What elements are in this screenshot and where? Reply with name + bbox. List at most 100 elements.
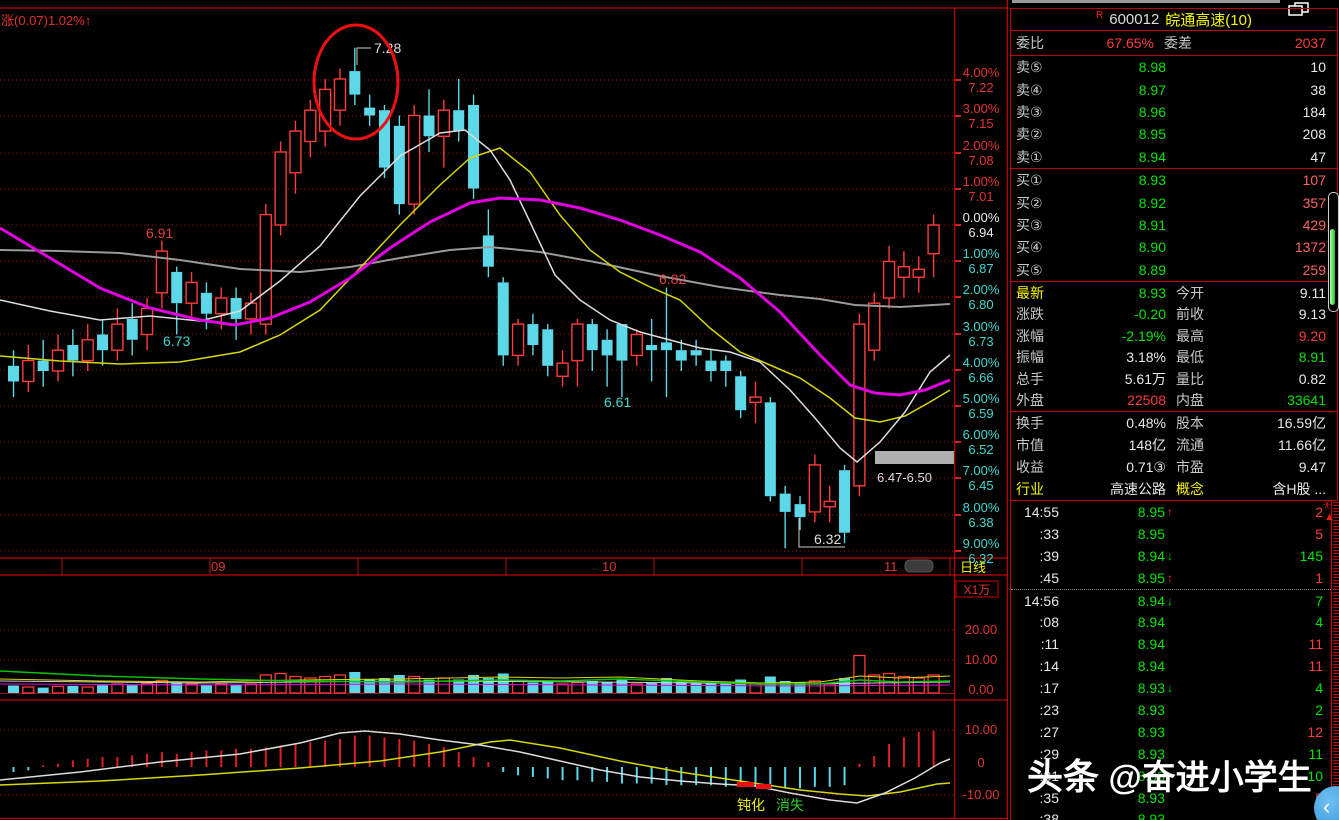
watermark-brand: 头条	[1027, 756, 1100, 797]
weicha-label: 委差	[1164, 35, 1192, 51]
order-book-row[interactable]: 卖② 8.95 208	[1011, 123, 1337, 145]
trade-tick-row[interactable]: :29 8.93 11	[1011, 743, 1331, 765]
svg-text:8.00%: 8.00%	[963, 500, 1000, 515]
panel-border	[1010, 8, 1011, 820]
svg-text:20.00: 20.00	[965, 622, 998, 637]
buy-order-book: 买① 8.93 107 买② 8.92 357 买③ 8.91 429 买④ 8…	[1011, 169, 1337, 281]
stat-row: 市值 148亿 流通 11.66亿	[1011, 434, 1337, 456]
tick-price: 8.93	[1137, 701, 1165, 718]
trade-tick-row[interactable]: 14:55 8.95 ↑ 2	[1011, 501, 1331, 523]
stat-value: 11.66亿	[1278, 437, 1326, 453]
tick-volume: 11	[1308, 658, 1323, 675]
trade-tick-row[interactable]: :23 8.93 2	[1011, 699, 1331, 721]
svg-text:3.00%: 3.00%	[963, 101, 1000, 116]
order-book-row[interactable]: 买③ 8.91 429	[1011, 214, 1337, 236]
tick-price: 8.93	[1137, 723, 1165, 740]
tick-volume: 10	[1307, 767, 1323, 784]
list-scrollbar[interactable]	[1333, 502, 1339, 820]
trade-tick-row[interactable]: :14 8.94 11	[1011, 655, 1331, 677]
stat-value: 33641	[1287, 392, 1326, 409]
trade-tick-row[interactable]: :45 8.95 ↑ 1	[1011, 567, 1331, 589]
stock-header[interactable]: R 600012 皖通高速(10)	[1011, 8, 1337, 31]
tick-price: 8.95	[1137, 569, 1165, 586]
order-book-row[interactable]: 买① 8.93 107	[1011, 169, 1337, 191]
date-axis[interactable]: 09 10 11	[61, 558, 951, 575]
stock-name: 皖通高速(10)	[1165, 12, 1252, 29]
stat-label: 今开	[1176, 284, 1204, 301]
stat-label: 涨跌	[1016, 306, 1044, 323]
tick-time: :11	[1040, 636, 1059, 653]
panel-scrollbar-thumb[interactable]	[1330, 229, 1335, 305]
stock-chart[interactable]: 7.286.916.736.826.616.326.47-6.504.00%7.…	[0, 0, 1008, 820]
trade-tick-row[interactable]: :31 8.93 10	[1011, 765, 1331, 787]
order-book-row[interactable]: 卖⑤ 8.98 10	[1011, 56, 1337, 78]
level-label: 买②	[1016, 194, 1043, 211]
svg-text:10.00: 10.00	[965, 722, 998, 737]
watermark-user: @奋进小学生	[1099, 759, 1312, 797]
trade-tick-row[interactable]: :17 8.93 ↓ 4	[1011, 677, 1331, 699]
divider	[1010, 8, 1338, 9]
stat-label: 总手	[1016, 370, 1044, 387]
order-book-row[interactable]: 买② 8.92 357	[1011, 191, 1337, 213]
trade-tick-row[interactable]: :11 8.94 11	[1011, 633, 1331, 655]
stat-value: 0.71③	[1126, 458, 1166, 475]
trade-tick-row[interactable]: :39 8.94 ↓ 145	[1011, 545, 1331, 567]
tick-volume: 12	[1307, 723, 1323, 740]
panel-scrollbar[interactable]	[1328, 192, 1339, 312]
svg-text:9.00%: 9.00%	[963, 536, 1000, 551]
trade-tick-row[interactable]: 14:56 8.94 ↓ 7	[1011, 588, 1331, 612]
svg-text:7.00%: 7.00%	[963, 463, 1000, 478]
tick-price: 8.94	[1137, 636, 1165, 653]
order-book-row[interactable]: 买⑤ 8.89 259	[1011, 259, 1337, 281]
list-resize-icon[interactable]: -)(-	[1323, 500, 1331, 509]
svg-text:6.94: 6.94	[968, 225, 993, 240]
pane-borders	[0, 0, 1008, 820]
tick-time: 14:55	[1023, 503, 1059, 520]
weibi-row: 委比 67.65% 委差 2037	[1011, 31, 1337, 55]
list-scroll-up-icon[interactable]: ▲	[1324, 511, 1335, 523]
stat-row: 收益 0.71③ 市盈 9.47	[1011, 456, 1337, 478]
level-volume: 184	[1302, 104, 1326, 121]
price-annotation: 6.32	[814, 531, 841, 547]
price-annotation: 6.82	[659, 271, 686, 287]
svg-text:6.52: 6.52	[968, 442, 993, 457]
tick-time: :31	[1039, 767, 1059, 784]
tick-direction-icon: ↓	[1167, 548, 1173, 563]
level-label: 卖④	[1016, 81, 1043, 98]
svg-text:6.87: 6.87	[968, 261, 993, 276]
svg-text:6.80: 6.80	[968, 297, 993, 312]
stat-value: 5.61万	[1124, 370, 1166, 387]
svg-text:4.00%: 4.00%	[963, 355, 1000, 370]
svg-text:6.38: 6.38	[968, 515, 993, 530]
time-and-sales-list[interactable]: 14:55 8.95 ↑ 2 :33 8.95 5 :39 8.94 ↓ 145…	[1011, 501, 1331, 820]
stat-row: 最新 8.93 今开 9.11	[1011, 282, 1337, 304]
trade-tick-row[interactable]: :08 8.94 4	[1011, 611, 1331, 633]
level-label: 买④	[1016, 239, 1043, 256]
trade-tick-row[interactable]: :38 8.93 5	[1011, 808, 1331, 820]
weibi-label: 委比	[1016, 35, 1044, 51]
h-scrollbar-thumb[interactable]	[904, 559, 934, 573]
order-book-row[interactable]: 卖③ 8.96 184	[1011, 101, 1337, 123]
ma-lines	[0, 129, 951, 463]
window-restore-icon[interactable]	[1287, 2, 1311, 16]
tick-volume: 11	[1308, 636, 1323, 653]
stat-row: 涨幅 -2.19% 最高 9.20	[1011, 325, 1337, 347]
indicator-pane: 钝化 消失	[0, 730, 951, 813]
dunhua-label: 钝化	[737, 797, 765, 813]
price-annotation: 6.61	[604, 394, 631, 410]
stat-label: 前收	[1176, 306, 1204, 323]
tick-volume: 11	[1308, 745, 1323, 762]
stock-code: 600012	[1109, 11, 1160, 28]
order-book-row[interactable]: 卖① 8.94 47	[1011, 146, 1337, 168]
svg-text:5.00%: 5.00%	[963, 391, 1000, 406]
level-price: 8.93	[1138, 172, 1166, 189]
trade-tick-row[interactable]: :33 8.95 5	[1011, 523, 1331, 545]
stat-value: 8.93	[1138, 284, 1166, 301]
tick-direction-icon: ↓	[1167, 593, 1173, 608]
order-book-row[interactable]: 卖④ 8.97 38	[1011, 78, 1337, 100]
svg-text:6.00%: 6.00%	[963, 427, 1000, 442]
candles-layer	[8, 47, 940, 549]
trade-tick-row[interactable]: :27 8.93 12	[1011, 721, 1331, 743]
tick-price: 8.95	[1137, 503, 1165, 520]
order-book-row[interactable]: 买④ 8.90 1372	[1011, 236, 1337, 258]
